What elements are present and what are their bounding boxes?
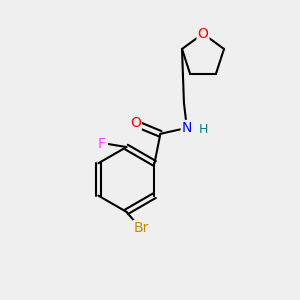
Text: O: O — [198, 27, 208, 41]
Text: H: H — [198, 123, 208, 136]
Text: Br: Br — [134, 221, 149, 235]
Text: N: N — [182, 121, 192, 135]
Text: F: F — [98, 137, 105, 151]
Text: O: O — [130, 116, 141, 130]
